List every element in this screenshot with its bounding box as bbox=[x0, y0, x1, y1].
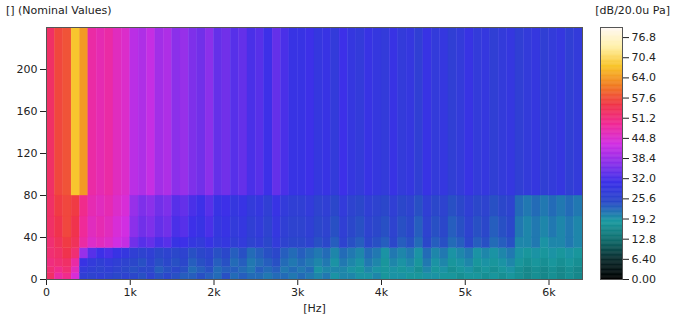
svg-text:44.8: 44.8 bbox=[632, 132, 657, 145]
svg-text:1k: 1k bbox=[124, 286, 138, 299]
html-text:[dB/20.0u Pa]: [dB/20.0u Pa] bbox=[595, 4, 670, 17]
svg-text:[Hz]: [Hz] bbox=[303, 302, 326, 315]
svg-text:0.00: 0.00 bbox=[632, 273, 657, 286]
svg-text:32.0: 32.0 bbox=[632, 172, 657, 185]
svg-text:40: 40 bbox=[24, 231, 38, 244]
svg-text:0: 0 bbox=[43, 286, 50, 299]
svg-text:57.6: 57.6 bbox=[632, 92, 657, 105]
svg-text:4k: 4k bbox=[375, 286, 389, 299]
svg-text:6k: 6k bbox=[542, 286, 556, 299]
svg-text:38.4: 38.4 bbox=[632, 152, 657, 165]
svg-text:51.2: 51.2 bbox=[632, 112, 657, 125]
svg-text:2k: 2k bbox=[207, 286, 221, 299]
svg-text:19.2: 19.2 bbox=[632, 213, 657, 226]
svg-text:12.8: 12.8 bbox=[632, 233, 657, 246]
svg-text:0: 0 bbox=[31, 273, 38, 286]
svg-text:120: 120 bbox=[17, 147, 38, 160]
svg-text:3k: 3k bbox=[291, 286, 305, 299]
svg-text:200: 200 bbox=[17, 63, 38, 76]
html-text:[] (Nominal Values): [] (Nominal Values) bbox=[6, 4, 112, 17]
svg-text:25.6: 25.6 bbox=[632, 192, 657, 205]
svg-text:64.0: 64.0 bbox=[632, 71, 657, 84]
svg-text:5k: 5k bbox=[459, 286, 473, 299]
svg-text:76.8: 76.8 bbox=[632, 31, 657, 44]
svg-text:6.40: 6.40 bbox=[632, 253, 657, 266]
svg-text:70.4: 70.4 bbox=[632, 51, 657, 64]
svg-text:160: 160 bbox=[17, 105, 38, 118]
svg-text:80: 80 bbox=[24, 189, 38, 202]
